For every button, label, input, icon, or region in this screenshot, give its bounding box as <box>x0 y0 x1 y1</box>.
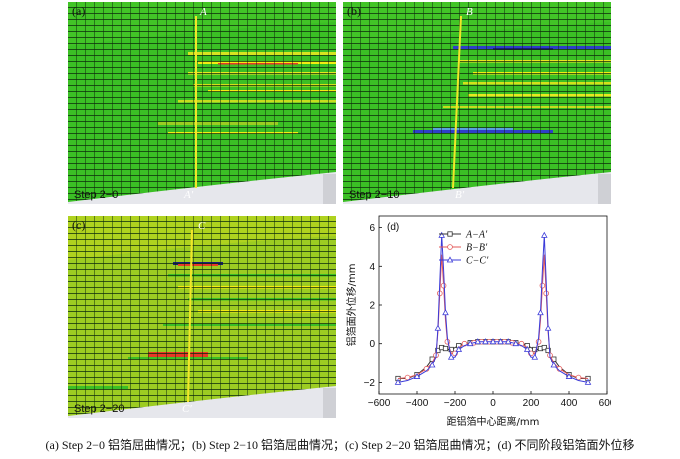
figure-caption: (a) Step 2−0 铝箔屈曲情况；(b) Step 2−10 铝箔屈曲情况… <box>45 438 635 452</box>
data-point <box>545 347 551 354</box>
fe-panel-a: A A′ Step 2−0 (a) <box>68 2 336 204</box>
data-point <box>428 361 436 368</box>
top-label-a: A <box>199 6 207 18</box>
data-point <box>584 378 592 385</box>
x-tick-label: −400 <box>406 398 429 409</box>
mesh-plot-b: B B′ Step 2−10 <box>343 2 611 204</box>
top-label-b: B <box>466 6 473 18</box>
legend-label: A−A′ <box>465 230 488 241</box>
chart-panel-d: (d) −600 −400 −200 0 200 400 600 −2 0 2 4 6 A−A′ B−B… <box>343 210 611 430</box>
legend: A−A′ B−B′ C−C′ <box>439 230 489 267</box>
data-point <box>474 338 482 345</box>
data-point <box>541 344 547 351</box>
x-tick-label: 400 <box>561 398 578 409</box>
bottom-label-b: B′ <box>455 189 465 201</box>
data-point <box>446 256 454 263</box>
chart-tag: (d) <box>387 222 399 233</box>
x-axis-label: 距铝箔中心距离/mm <box>447 415 540 428</box>
x-tick-label: 0 <box>490 398 496 409</box>
data-point <box>447 244 453 250</box>
mesh-plot-c: C C′ Step 2−20 <box>68 216 336 418</box>
legend-label: B−B′ <box>466 243 488 254</box>
data-point <box>531 353 539 360</box>
y-tick-label: 0 <box>369 339 375 350</box>
y-tick-label: 6 <box>369 223 375 234</box>
section-line-b <box>452 15 462 189</box>
step-label-a: Step 2−0 <box>74 189 118 201</box>
mesh-plot-a: A A′ Step 2−0 <box>68 2 336 204</box>
x-tick-label: 200 <box>523 398 540 409</box>
data-point <box>447 231 453 237</box>
data-point <box>394 378 402 385</box>
step-label-c: Step 2−20 <box>74 403 124 415</box>
data-point <box>442 345 449 352</box>
data-point <box>550 361 558 368</box>
data-point <box>537 309 544 316</box>
bottom-label-a: A′ <box>183 189 194 201</box>
data-point <box>482 338 489 345</box>
legend-label: C−C′ <box>466 256 489 267</box>
data-point <box>532 346 538 353</box>
data-point <box>575 374 582 381</box>
data-point <box>523 345 531 352</box>
data-point <box>404 374 411 381</box>
data-point <box>489 338 497 345</box>
y-tick-label: 2 <box>369 301 375 312</box>
panel-tag-c: (c) <box>72 218 86 232</box>
top-label-c: C <box>198 220 206 232</box>
data-point <box>434 324 442 331</box>
y-tick-label: 4 <box>369 262 375 273</box>
data-point <box>512 340 520 347</box>
x-tick-label: 600 <box>599 398 611 409</box>
displacement-chart: (d) −600 −400 −200 0 200 400 600 −2 0 2 4 6 A−A′ B−B… <box>343 210 611 430</box>
panel-tag-a: (a) <box>72 4 86 18</box>
data-point <box>442 309 449 316</box>
data-point <box>438 231 445 238</box>
series-2 <box>394 231 592 385</box>
section-line-c <box>187 229 193 403</box>
bottom-label-c: C′ <box>182 403 192 415</box>
data-point <box>539 282 546 289</box>
data-point <box>565 372 573 379</box>
data-point <box>455 345 463 352</box>
y-axis-label: 铝箔面外位移/mm <box>345 264 358 347</box>
data-point <box>497 338 504 345</box>
data-point <box>544 324 552 331</box>
data-point <box>447 353 455 360</box>
fe-panel-b: B B′ Step 2−10 (b) <box>343 2 611 204</box>
data-point <box>448 346 454 353</box>
y-tick-label: −2 <box>364 378 376 389</box>
data-point <box>504 338 512 345</box>
data-point <box>435 347 441 354</box>
data-point <box>466 340 474 347</box>
fe-panel-c: C C′ Step 2−20 (c) <box>68 216 336 418</box>
data-point <box>541 231 548 238</box>
x-tick-label: −200 <box>444 398 467 409</box>
x-tick-label: −600 <box>368 398 391 409</box>
step-label-b: Step 2−10 <box>349 189 399 201</box>
data-point <box>413 372 421 379</box>
panel-tag-b: (b) <box>347 4 361 18</box>
data-point <box>440 282 447 289</box>
